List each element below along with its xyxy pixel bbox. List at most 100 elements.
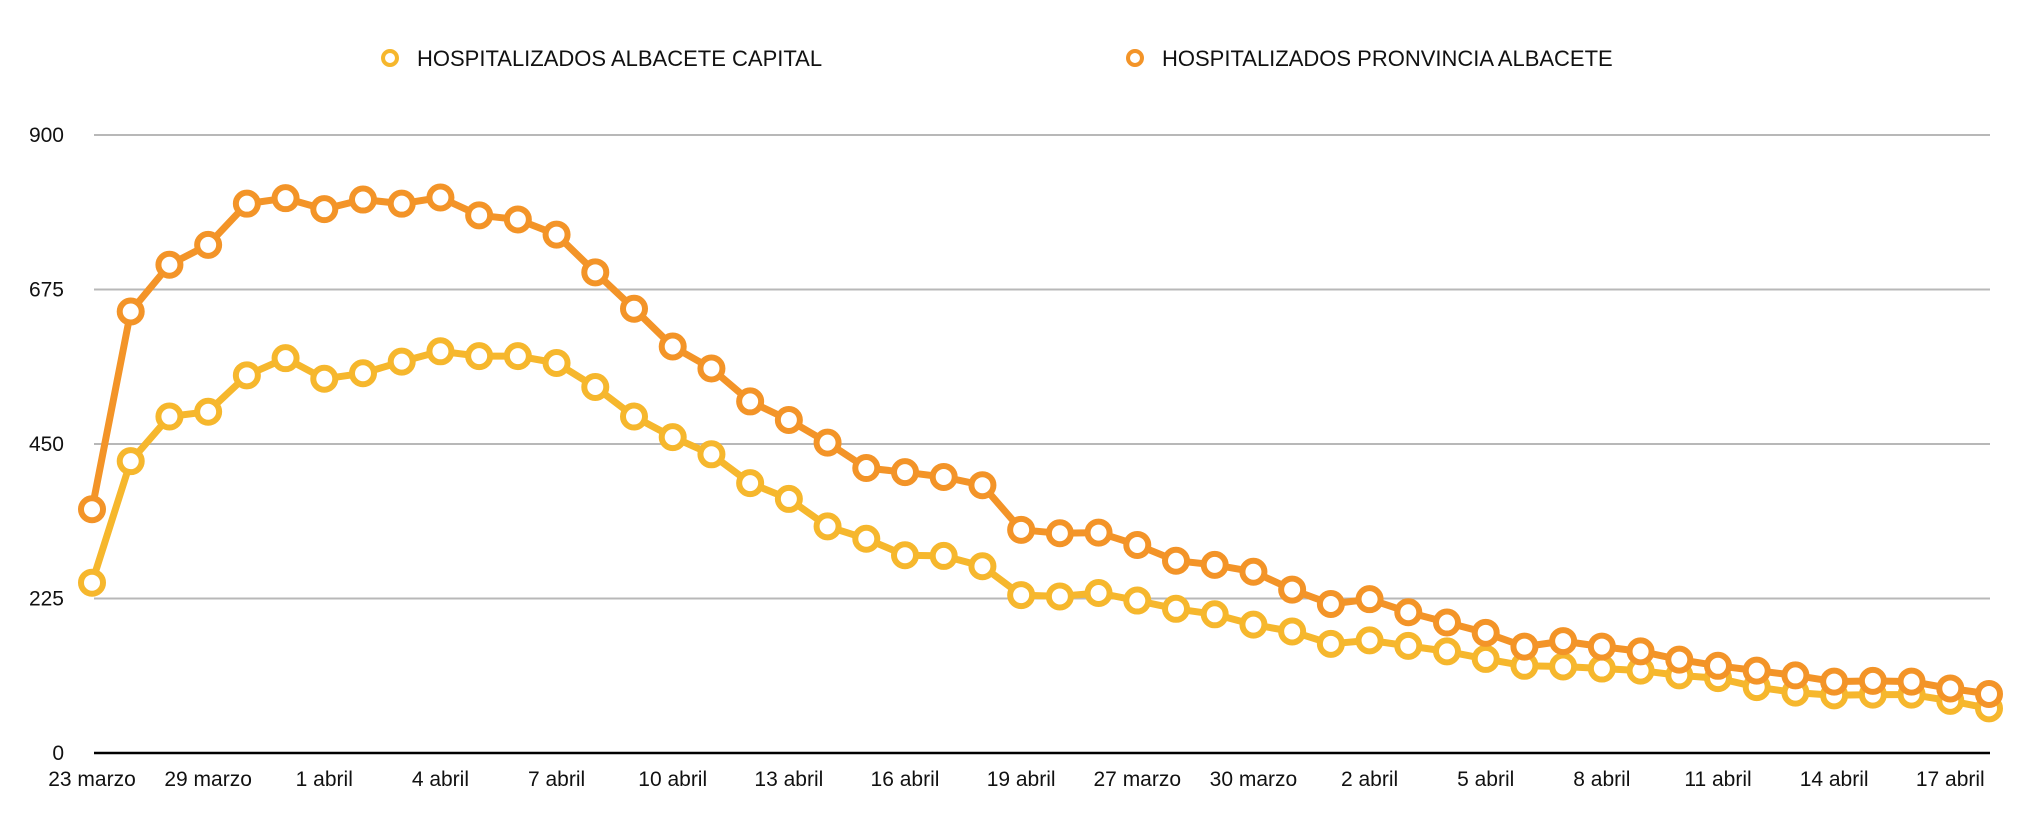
data-point: [1278, 575, 1307, 604]
data-point: [1316, 629, 1345, 658]
data-point: [1471, 618, 1500, 647]
data-point: [194, 230, 223, 259]
legend-marker: [381, 49, 399, 67]
y-axis-labels: 0 225 450 675 900: [29, 124, 64, 765]
data-point: [1123, 530, 1152, 559]
data-point: [620, 402, 648, 431]
data-point: [891, 458, 919, 487]
data-point: [736, 387, 765, 416]
y-tick-label: 675: [29, 279, 64, 302]
data-point: [1355, 626, 1384, 655]
data-point: [1007, 581, 1036, 610]
data-point: [1897, 667, 1926, 696]
data-point: [1045, 519, 1074, 548]
data-point: [503, 342, 532, 371]
data-point: [1510, 632, 1539, 661]
data-point: [194, 397, 223, 426]
data-point: [1587, 654, 1616, 683]
data-point: [697, 354, 726, 383]
data-point: [1471, 644, 1500, 673]
data-point: [426, 337, 455, 366]
data-point: [620, 294, 648, 323]
data-point: [426, 183, 455, 212]
data-point: [1587, 632, 1616, 661]
data-point: [736, 469, 765, 498]
x-tick-label: 2 abril: [1341, 768, 1398, 791]
data-point: [1665, 645, 1694, 674]
data-point: [968, 552, 997, 581]
data-point: [1084, 518, 1113, 547]
legend-item: HOSPITALIZADOS ALBACETE CAPITAL: [381, 46, 822, 71]
data-point: [116, 447, 145, 476]
data-point: [542, 348, 571, 377]
data-point: [310, 195, 339, 224]
data-point: [697, 440, 726, 469]
series-layer: [78, 183, 2003, 723]
data-point: [852, 454, 881, 483]
y-tick-label: 225: [29, 588, 64, 611]
data-point: [1200, 600, 1229, 629]
x-tick-label: 4 abril: [412, 768, 469, 791]
x-tick-label: 27 marzo: [1094, 768, 1182, 791]
x-tick-label: 23 marzo: [48, 768, 136, 791]
legend: HOSPITALIZADOS ALBACETE CAPITAL HOSPITALI…: [381, 46, 1613, 71]
data-point: [232, 189, 261, 218]
data-point: [1820, 667, 1849, 696]
data-point: [813, 428, 842, 457]
y-tick-label: 450: [29, 433, 64, 456]
legend-item: HOSPITALIZADOS PRONVINCIA ALBACETE: [1126, 46, 1613, 71]
data-point: [1433, 608, 1461, 637]
data-point: [349, 359, 377, 388]
data-point: [1704, 651, 1732, 680]
data-point: [1626, 637, 1655, 666]
data-point: [1394, 631, 1423, 660]
data-point: [1549, 627, 1578, 656]
data-point: [349, 185, 377, 214]
data-point: [1007, 515, 1036, 544]
x-tick-label: 14 abril: [1800, 768, 1869, 791]
data-point: [813, 512, 842, 541]
data-point: [1123, 586, 1152, 615]
data-point: [155, 402, 184, 431]
data-point: [1084, 579, 1113, 608]
data-point: [542, 220, 571, 249]
data-point: [1239, 610, 1268, 639]
data-point: [581, 373, 610, 402]
data-point: [465, 342, 494, 371]
data-point: [271, 344, 300, 373]
data-point: [465, 201, 494, 230]
data-point: [232, 361, 261, 390]
data-point: [78, 495, 106, 524]
x-tick-label: 30 marzo: [1210, 768, 1298, 791]
series-2: [78, 183, 2003, 708]
x-tick-label: 13 abril: [754, 768, 823, 791]
legend-marker: [1126, 49, 1144, 67]
x-tick-label: 5 abril: [1457, 768, 1514, 791]
legend-label: HOSPITALIZADOS PRONVINCIA ALBACETE: [1162, 46, 1613, 71]
data-point: [1316, 589, 1345, 618]
data-point: [1162, 546, 1190, 575]
data-point: [78, 568, 106, 597]
y-tick-label: 900: [29, 124, 64, 147]
data-point: [852, 524, 881, 553]
gridlines: [94, 134, 1990, 755]
data-point: [891, 541, 919, 570]
data-point: [1162, 594, 1190, 623]
x-tick-label: 10 abril: [638, 768, 707, 791]
data-point: [1742, 656, 1771, 685]
x-tick-label: 11 abril: [1684, 768, 1751, 791]
data-point: [1394, 598, 1423, 627]
y-tick-label: 0: [52, 742, 64, 765]
data-point: [310, 364, 339, 393]
x-axis-labels: 23 marzo 29 marzo 1 abril 4 abril 7 abril 10 …: [48, 768, 1985, 791]
data-point: [658, 332, 687, 361]
data-point: [929, 462, 958, 491]
x-tick-label: 1 abril: [296, 768, 353, 791]
x-tick-label: 8 abril: [1573, 768, 1630, 791]
x-tick-label: 29 marzo: [164, 768, 252, 791]
x-tick-label: 16 abril: [871, 768, 940, 791]
data-point: [271, 184, 300, 213]
data-point: [1781, 661, 1810, 690]
data-point: [1239, 557, 1268, 586]
